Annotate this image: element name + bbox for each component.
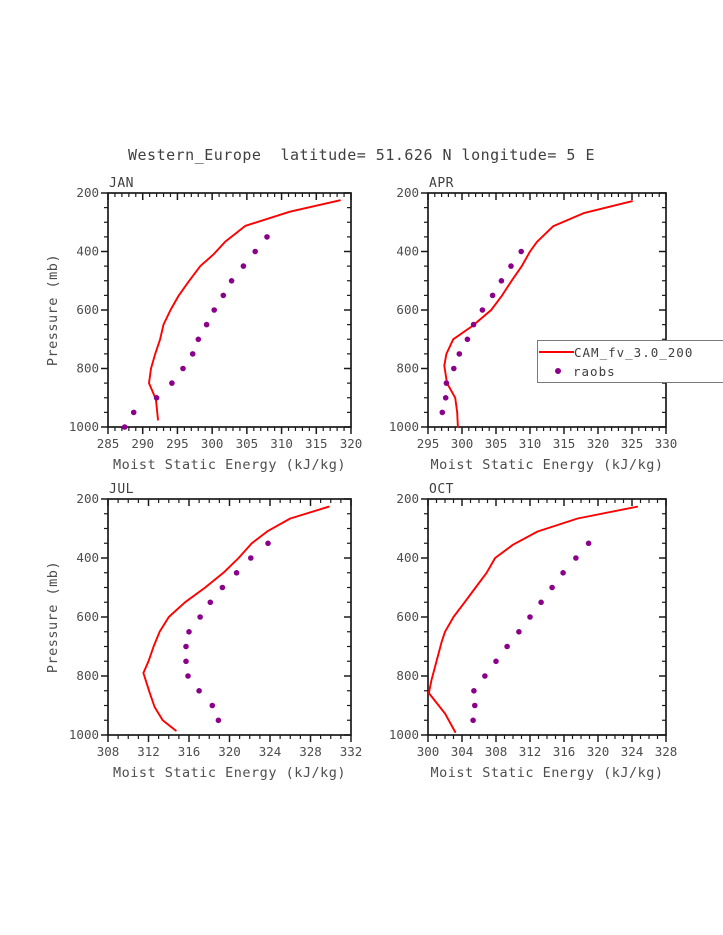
svg-text:312: 312 <box>137 744 160 759</box>
svg-text:200: 200 <box>396 491 419 506</box>
panel-title-apr: APR <box>429 176 454 191</box>
x-axis-label-jul: Moist Static Energy (kJ/kg) <box>113 765 346 781</box>
svg-text:320: 320 <box>587 744 610 759</box>
svg-text:800: 800 <box>396 361 419 376</box>
svg-text:295: 295 <box>166 436 189 451</box>
svg-text:330: 330 <box>655 436 678 451</box>
legend-cam-line-sample <box>539 351 574 353</box>
svg-text:332: 332 <box>340 744 363 759</box>
svg-text:600: 600 <box>76 302 99 317</box>
svg-text:285: 285 <box>97 436 120 451</box>
svg-text:310: 310 <box>519 436 542 451</box>
svg-text:600: 600 <box>396 302 419 317</box>
svg-text:324: 324 <box>259 744 282 759</box>
legend: CAM_fv_3.0_200 raobs <box>537 340 723 383</box>
legend-row-cam: CAM_fv_3.0_200 <box>538 344 723 360</box>
svg-text:600: 600 <box>76 609 99 624</box>
x-axis-label-oct: Moist Static Energy (kJ/kg) <box>430 765 664 781</box>
svg-text:308: 308 <box>485 744 508 759</box>
svg-text:290: 290 <box>131 436 154 451</box>
svg-text:305: 305 <box>485 436 508 451</box>
svg-text:800: 800 <box>396 668 419 683</box>
svg-text:328: 328 <box>299 744 322 759</box>
svg-text:328: 328 <box>655 744 678 759</box>
svg-text:305: 305 <box>236 436 259 451</box>
svg-text:800: 800 <box>76 668 99 683</box>
svg-text:316: 316 <box>553 744 576 759</box>
svg-text:1000: 1000 <box>389 419 419 434</box>
svg-text:308: 308 <box>97 744 120 759</box>
svg-text:300: 300 <box>201 436 224 451</box>
legend-raobs-dot-sample <box>555 368 561 374</box>
svg-text:300: 300 <box>451 436 474 451</box>
svg-text:1000: 1000 <box>69 727 99 742</box>
svg-text:400: 400 <box>76 550 99 565</box>
svg-text:200: 200 <box>396 185 419 200</box>
svg-text:325: 325 <box>621 436 644 451</box>
svg-text:400: 400 <box>76 244 99 259</box>
svg-text:300: 300 <box>417 744 440 759</box>
panel-title-jul: JUL <box>109 482 134 497</box>
y-axis-label-bottom: Pressure (mb) <box>45 560 61 674</box>
figure-title: Western_Europe latitude= 51.626 N longit… <box>127 146 595 164</box>
svg-text:312: 312 <box>519 744 542 759</box>
y-axis-label-top: Pressure (mb) <box>45 253 61 367</box>
svg-text:320: 320 <box>340 436 363 451</box>
legend-raobs-label: raobs <box>573 363 616 379</box>
svg-text:324: 324 <box>621 744 644 759</box>
legend-row-raobs: raobs <box>538 363 723 379</box>
svg-text:320: 320 <box>218 744 241 759</box>
panel-title-oct: OCT <box>429 482 454 497</box>
x-axis-label-apr: Moist Static Energy (kJ/kg) <box>430 457 664 473</box>
panel-title-jan: JAN <box>109 176 134 191</box>
svg-text:400: 400 <box>396 550 419 565</box>
svg-text:310: 310 <box>270 436 293 451</box>
svg-text:600: 600 <box>396 609 419 624</box>
svg-text:800: 800 <box>76 361 99 376</box>
svg-text:295: 295 <box>417 436 440 451</box>
svg-text:320: 320 <box>587 436 610 451</box>
svg-text:315: 315 <box>553 436 576 451</box>
svg-text:316: 316 <box>178 744 201 759</box>
legend-cam-label: CAM_fv_3.0_200 <box>574 344 694 360</box>
svg-text:200: 200 <box>76 185 99 200</box>
svg-text:1000: 1000 <box>69 419 99 434</box>
svg-text:304: 304 <box>451 744 474 759</box>
svg-text:315: 315 <box>305 436 328 451</box>
svg-text:200: 200 <box>76 491 99 506</box>
svg-text:400: 400 <box>396 244 419 259</box>
svg-text:1000: 1000 <box>389 727 419 742</box>
x-axis-label-jan: Moist Static Energy (kJ/kg) <box>113 457 346 473</box>
